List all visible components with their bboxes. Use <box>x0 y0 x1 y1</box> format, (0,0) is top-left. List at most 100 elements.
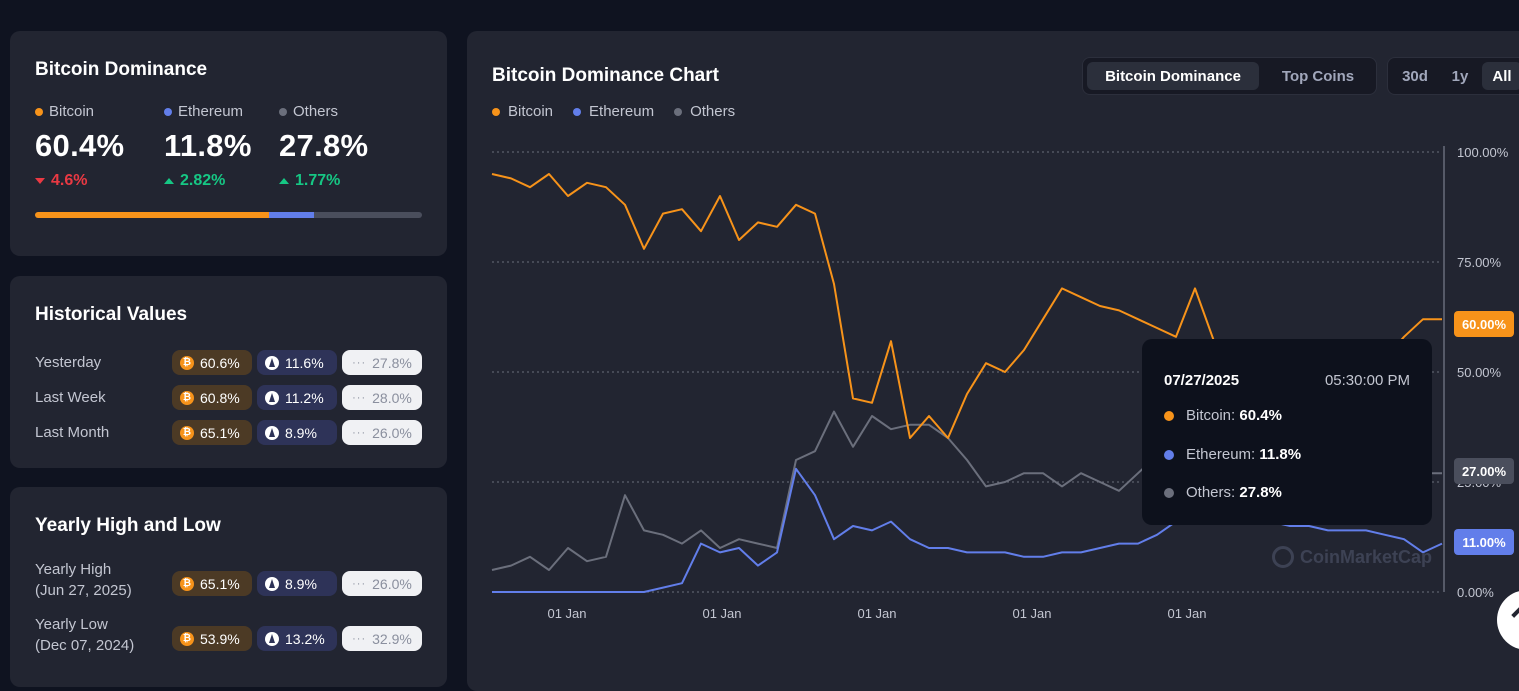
btc-pill: ₿ 53.9% <box>172 626 252 651</box>
others-dots-icon: ··· <box>352 356 367 369</box>
caret-up-icon <box>279 178 289 184</box>
tooltip-row-ethereum: Ethereum: 11.8% <box>1164 446 1301 463</box>
others-dots-icon: ··· <box>352 391 367 404</box>
y-tick-label: 0.00% <box>1457 585 1494 600</box>
tooltip-date: 07/27/2025 <box>1164 372 1240 389</box>
others-dots-icon: ··· <box>352 426 367 439</box>
ethereum-coin-icon <box>265 425 279 440</box>
ethereum-coin-icon <box>265 631 279 646</box>
watermark-text: CoinMarketCap <box>1300 546 1433 567</box>
yearly-high-low-card: Yearly High and Low Yearly High (Jun 27, … <box>10 487 447 687</box>
ethereum-dot-icon <box>164 107 172 116</box>
tab-bitcoin-dominance[interactable]: Bitcoin Dominance <box>1087 62 1259 90</box>
tooltip-label: Ethereum: <box>1186 446 1256 463</box>
bitcoin-coin-icon: ₿ <box>180 390 194 405</box>
yearly-label: Yearly Low (Dec 07, 2024) <box>35 614 134 656</box>
bitcoin-coin-icon: ₿ <box>180 425 194 440</box>
tooltip-value: 27.8% <box>1239 484 1282 501</box>
range-toggle: 30d 1y All <box>1387 57 1519 95</box>
btc-pill: ₿ 65.1% <box>172 420 252 445</box>
others-current-tag: 27.00% <box>1454 458 1514 484</box>
ethereum-share-segment <box>268 212 315 218</box>
eth-pill-value: 13.2% <box>285 630 325 647</box>
tooltip-label: Others: <box>1186 484 1236 501</box>
eth-pill: 11.2% <box>257 385 337 410</box>
bitcoin-value: 60.4% <box>35 128 125 163</box>
others-pill-value: 32.9% <box>372 630 412 647</box>
tooltip-row-others: Others: 27.8% <box>1164 484 1282 501</box>
others-dots-icon: ··· <box>352 632 367 645</box>
tooltip-value: 60.4% <box>1239 407 1282 424</box>
others-change: 1.77% <box>295 172 341 189</box>
y-tick-label: 50.00% <box>1457 365 1502 380</box>
legend-ethereum-label: Ethereum <box>589 103 655 120</box>
yearly-label: Yearly High (Jun 27, 2025) <box>35 559 132 601</box>
chart-tooltip: 07/27/2025 05:30:00 PM Bitcoin: 60.4% Et… <box>1142 339 1432 525</box>
others-pill: ··· 28.0% <box>342 385 422 410</box>
eth-pill-value: 11.6% <box>285 354 324 371</box>
ethereum-dot-icon <box>1164 449 1174 460</box>
history-label: Last Month <box>35 424 110 441</box>
others-dots-icon: ··· <box>352 577 367 590</box>
range-1y[interactable]: 1y <box>1451 67 1469 85</box>
others-pill-value: 27.8% <box>372 354 412 371</box>
tab-top-coins[interactable]: Top Coins <box>1281 67 1355 85</box>
history-row-last-week: Last Week ₿ 60.8% 11.2% ··· 28.0% <box>35 385 425 411</box>
x-tick-label: 01 Jan <box>1012 606 1051 621</box>
btc-pill-value: 53.9% <box>200 630 240 647</box>
ethereum-label: Ethereum <box>178 103 244 120</box>
btc-pill: ₿ 65.1% <box>172 571 252 596</box>
range-30d[interactable]: 30d <box>1402 67 1428 85</box>
scroll-to-top-button[interactable] <box>1497 590 1519 650</box>
dominance-title: Bitcoin Dominance <box>35 59 208 80</box>
bitcoin-coin-icon: ₿ <box>180 576 194 591</box>
range-all[interactable]: All <box>1482 62 1519 90</box>
history-row-last-month: Last Month ₿ 65.1% 8.9% ··· 26.0% <box>35 420 425 446</box>
others-pill: ··· 32.9% <box>342 626 422 651</box>
eth-pill: 8.9% <box>257 571 337 596</box>
btc-pill-value: 65.1% <box>200 424 240 441</box>
ethereum-coin-icon <box>265 576 279 591</box>
yearly-label-date: (Jun 27, 2025) <box>35 582 132 599</box>
legend-bitcoin[interactable]: Bitcoin <box>492 103 553 120</box>
others-dot-icon <box>279 107 287 116</box>
yearly-row-low: Yearly Low (Dec 07, 2024) ₿ 53.9% 13.2% ··… <box>35 616 425 670</box>
history-label: Last Week <box>35 389 106 406</box>
chart-title: Bitcoin Dominance Chart <box>492 65 719 86</box>
ethereum-change: 2.82% <box>180 172 226 189</box>
caret-up-icon <box>164 178 174 184</box>
tooltip-time: 05:30:00 PM <box>1324 372 1410 389</box>
yearly-title: Yearly High and Low <box>35 515 221 536</box>
bitcoin-coin-icon: ₿ <box>180 631 194 646</box>
yearly-label-text: Yearly High <box>35 561 112 578</box>
legend-others[interactable]: Others <box>674 103 735 120</box>
others-label: Others <box>293 103 339 120</box>
bitcoin-dot-icon <box>1164 410 1174 421</box>
legend-others-label: Others <box>690 103 736 120</box>
others-dominance: Others 27.8% 1.77% <box>279 103 368 190</box>
history-row-yesterday: Yesterday ₿ 60.6% 11.6% ··· 27.8% <box>35 350 425 376</box>
x-tick-label: 01 Jan <box>702 606 741 621</box>
legend-ethereum[interactable]: Ethereum <box>573 103 654 120</box>
historical-values-card: Historical Values Yesterday ₿ 60.6% 11.6%… <box>10 276 447 468</box>
eth-pill: 8.9% <box>257 420 337 445</box>
historical-title: Historical Values <box>35 304 188 325</box>
bitcoin-change: 4.6% <box>51 172 88 189</box>
others-pill-value: 26.0% <box>372 575 412 592</box>
history-label: Yesterday <box>35 354 102 371</box>
others-pill-value: 26.0% <box>372 424 412 441</box>
others-dot-icon <box>1164 487 1174 498</box>
view-toggle: Bitcoin Dominance Top Coins <box>1082 57 1377 95</box>
bitcoin-dot-icon <box>492 107 500 116</box>
others-dot-icon <box>674 107 683 116</box>
dominance-chart-card: Bitcoin Dominance Chart Bitcoin Dominanc… <box>467 31 1519 691</box>
btc-pill-value: 60.6% <box>200 354 240 371</box>
ethereum-dot-icon <box>573 107 582 116</box>
btc-pill-value: 65.1% <box>200 575 240 592</box>
yearly-label-date: (Dec 07, 2024) <box>35 637 135 654</box>
x-tick-label: 01 Jan <box>547 606 586 621</box>
others-share-segment <box>314 212 422 218</box>
bitcoin-label: Bitcoin <box>49 103 95 120</box>
btc-pill: ₿ 60.8% <box>172 385 252 410</box>
yearly-row-high: Yearly High (Jun 27, 2025) ₿ 65.1% 8.9% ··… <box>35 561 425 615</box>
